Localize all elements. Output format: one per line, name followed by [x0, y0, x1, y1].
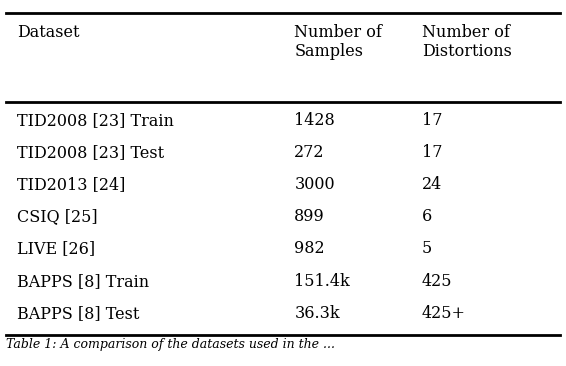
Text: Table 1: A comparison of the datasets used in the ...: Table 1: A comparison of the datasets us… [6, 338, 335, 351]
Text: 6: 6 [422, 208, 432, 225]
Text: 1428: 1428 [294, 112, 335, 128]
Text: 899: 899 [294, 208, 325, 225]
Text: 3000: 3000 [294, 176, 335, 193]
Text: 151.4k: 151.4k [294, 273, 350, 290]
Text: 982: 982 [294, 240, 325, 257]
Text: CSIQ [25]: CSIQ [25] [17, 208, 97, 225]
Text: BAPPS [8] Train: BAPPS [8] Train [17, 273, 149, 290]
Text: TID2008 [23] Test: TID2008 [23] Test [17, 144, 164, 161]
Text: 36.3k: 36.3k [294, 305, 340, 322]
Text: Number of
Samples: Number of Samples [294, 24, 382, 60]
Text: 425+: 425+ [422, 305, 466, 322]
Text: TID2008 [23] Train: TID2008 [23] Train [17, 112, 174, 128]
Text: TID2013 [24]: TID2013 [24] [17, 176, 125, 193]
Text: 272: 272 [294, 144, 325, 161]
Text: Dataset: Dataset [17, 24, 79, 41]
Text: LIVE [26]: LIVE [26] [17, 240, 95, 257]
Text: 425: 425 [422, 273, 452, 290]
Text: BAPPS [8] Test: BAPPS [8] Test [17, 305, 139, 322]
Text: 24: 24 [422, 176, 442, 193]
Text: 17: 17 [422, 144, 442, 161]
Text: 17: 17 [422, 112, 442, 128]
Text: 5: 5 [422, 240, 432, 257]
Text: Number of
Distortions: Number of Distortions [422, 24, 512, 60]
